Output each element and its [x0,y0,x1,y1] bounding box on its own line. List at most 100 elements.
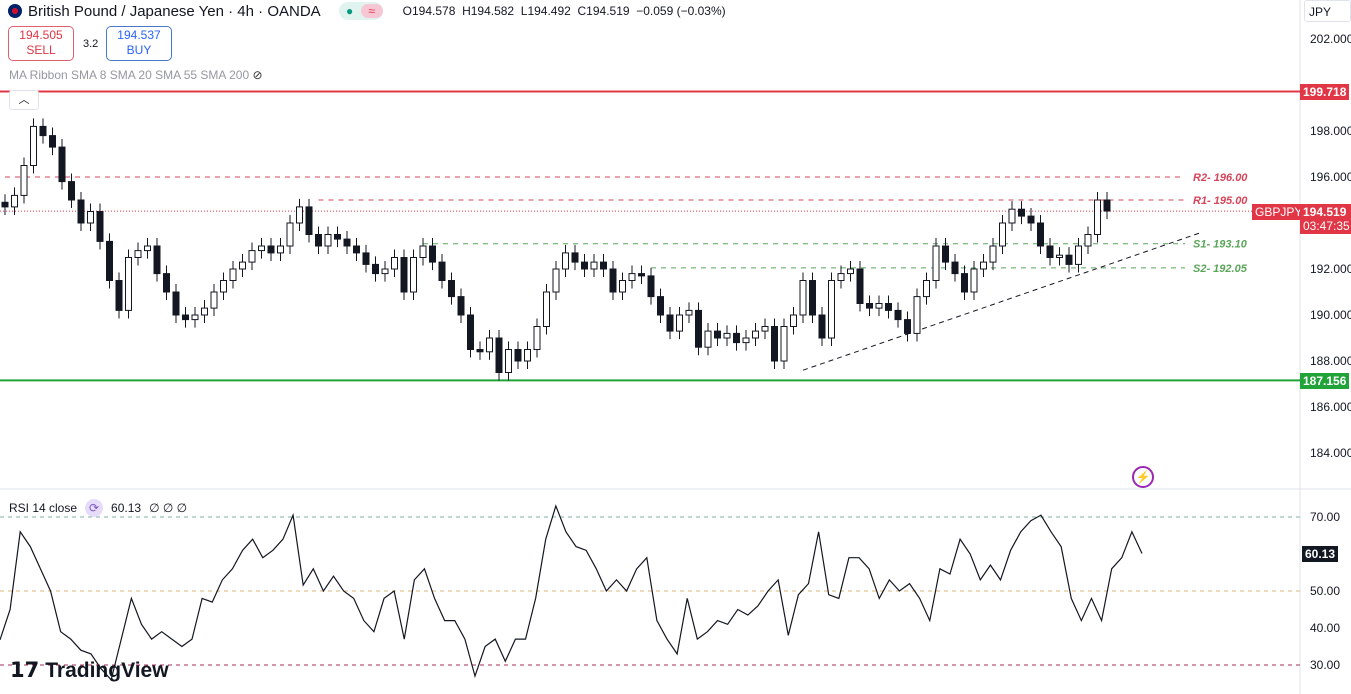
tv-logo-icon: 𝟭𝟳 [10,659,40,682]
collapse-button[interactable]: ︿ [9,90,39,110]
candle [524,349,531,362]
level-label: S1- 193.10 [1193,239,1248,251]
candle [885,303,892,311]
sell-button[interactable]: 194.505 SELL [8,26,74,61]
candle [913,296,921,334]
price-tick: 198.000 [1310,124,1351,138]
candle [296,206,303,224]
currency-label[interactable]: JPY [1304,0,1351,22]
candle [562,252,569,270]
candle [581,261,588,270]
rsi-tick: 30.00 [1310,658,1341,672]
candle [742,337,750,344]
candle [457,296,465,316]
candle [1075,245,1082,265]
candle [514,349,522,362]
candle [828,280,835,339]
candle [277,245,284,254]
candle [77,199,85,224]
candle [951,261,959,275]
rsi-legend[interactable]: RSI 14 close ⟳ 60.13 ∅ ∅ ∅ [9,499,188,517]
candle [999,222,1006,247]
candle [676,314,683,332]
candle [1,201,9,208]
candle [799,280,807,316]
candle [391,257,398,270]
support-price-tag: 187.156 [1300,373,1350,389]
symbol-title[interactable]: British Pound / Japanese Yen · 4h · OAND… [28,2,321,20]
candle [239,261,246,270]
candle [96,211,104,242]
price-tick: 186.000 [1310,400,1351,414]
candle [543,291,550,327]
tradingview-logo[interactable]: 𝟭𝟳 TradingView [10,658,169,683]
candle [353,245,360,254]
symbol-tag: GBPJPY [1252,204,1306,220]
candle [324,234,332,247]
candle [970,268,978,293]
level-label: S2- 192.05 [1193,263,1248,275]
candle [647,275,655,298]
price-tick: 190.000 [1310,308,1351,322]
candle [1084,234,1092,247]
candle [619,280,626,293]
candle [172,291,180,316]
delayed-data-icon: ≈ [360,4,383,18]
rsi-value-tag: 60.13 [1302,546,1339,562]
candle [495,337,503,373]
symbol-header: British Pound / Japanese Yen · 4h · OAND… [8,2,726,20]
candle [505,349,512,373]
refresh-icon[interactable]: ⟳ [85,499,104,517]
candle [695,309,702,348]
rsi-tick: 50.00 [1310,584,1341,598]
price-tick: 192.000 [1310,262,1351,276]
candle [904,319,911,334]
candle [980,261,987,270]
candle [638,273,645,277]
candle [894,309,902,321]
candle [115,280,123,311]
candle [315,234,322,247]
candle [381,268,389,275]
candle [134,250,142,259]
candle [49,135,56,148]
candle [125,257,132,311]
buy-button[interactable]: 194.537 BUY [106,26,172,61]
candle [258,245,265,252]
lightning-icon[interactable]: ⚡ [1132,466,1154,488]
candle [87,211,94,224]
candle [866,303,873,309]
price-tick: 188.000 [1310,354,1351,368]
candle [58,146,66,183]
candle [590,261,598,270]
candle [533,326,541,350]
price-tick: 184.000 [1310,446,1351,460]
last-price-tag: 194.519 03:47:35 [1300,204,1351,234]
ohlc-values: O194.578 H194.582 L194.492 C194.519 −0.0… [402,4,726,18]
status-pill[interactable]: ● ≈ [338,2,383,20]
price-tick: 196.000 [1310,170,1351,184]
candle [733,332,740,344]
candle [609,268,617,293]
rsi-line [0,504,1143,682]
gbp-flag-icon [8,4,22,18]
candle [761,326,769,332]
candle [153,245,161,275]
eye-hidden-icon[interactable]: ⊘ [252,68,263,82]
candle [163,273,170,293]
candle [106,240,113,281]
candle [30,125,37,166]
candle [362,252,370,265]
candle [847,268,854,275]
candle [704,330,712,348]
candle [714,330,721,339]
ma-ribbon-legend[interactable]: MA Ribbon SMA 8 SMA 20 SMA 55 SMA 200 ⊘ [9,68,263,82]
candle [343,238,351,247]
level-label: R2- 196.00 [1193,172,1248,184]
candle [305,206,313,235]
rsi-tick: 40.00 [1310,621,1341,635]
candle [685,309,693,316]
market-open-icon: ● [346,4,354,18]
candle [201,307,208,316]
